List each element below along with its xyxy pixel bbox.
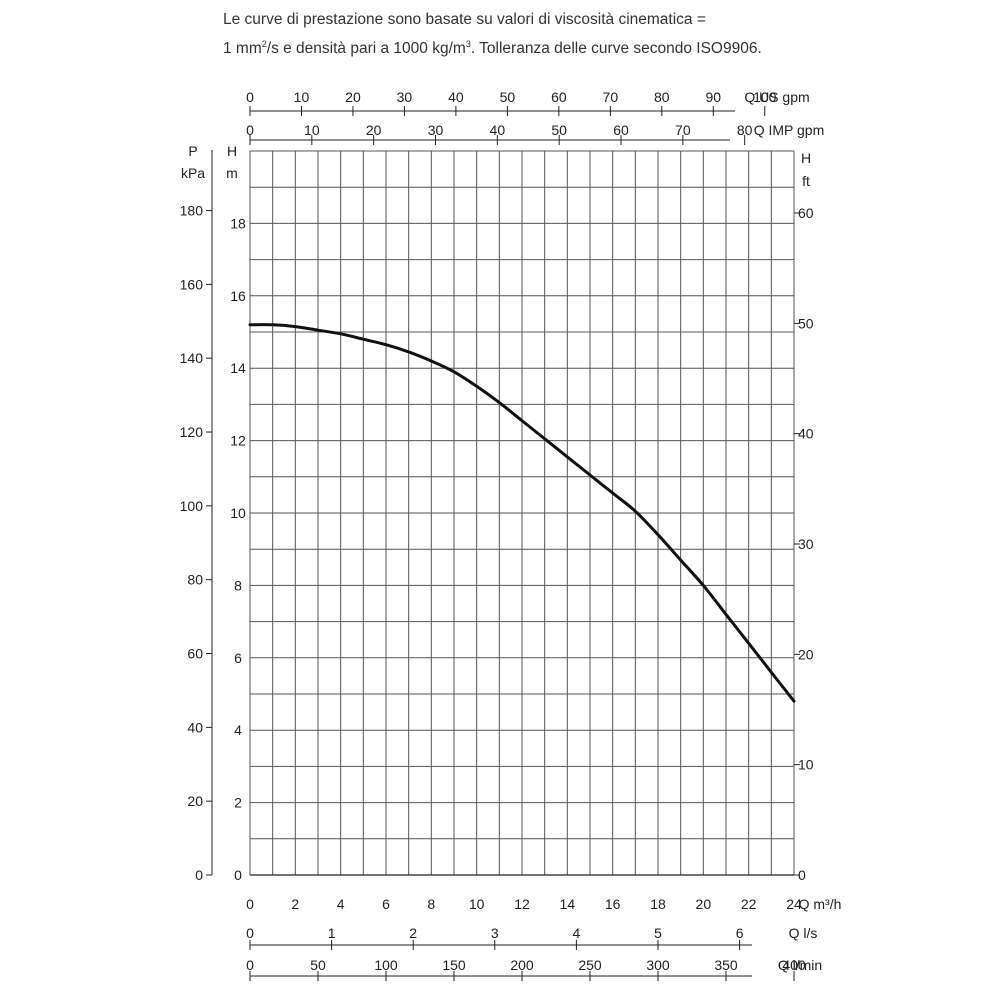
x-tick-label-usgpm: 10 bbox=[294, 89, 310, 105]
y-axis-unit-kpa: kPa bbox=[181, 165, 205, 181]
x-tick-label-usgpm: 40 bbox=[448, 89, 464, 105]
y-tick-label-m: 18 bbox=[230, 215, 246, 231]
y-tick-label-kpa: 40 bbox=[187, 719, 203, 735]
x-tick-label-m3h: 14 bbox=[560, 896, 576, 912]
y-tick-label-kpa: 100 bbox=[180, 498, 204, 514]
x-tick-label-lmin: 400 bbox=[782, 957, 806, 973]
x-tick-label-ls: 4 bbox=[573, 925, 581, 941]
chart-axes bbox=[206, 106, 800, 981]
x-tick-label-usgpm: 30 bbox=[397, 89, 413, 105]
y-tick-label-ft: 50 bbox=[798, 315, 814, 331]
x-tick-label-lmin: 200 bbox=[510, 957, 534, 973]
x-tick-label-m3h: 16 bbox=[605, 896, 621, 912]
y-tick-label-m: 8 bbox=[234, 577, 242, 593]
y-tick-label-kpa: 20 bbox=[187, 793, 203, 809]
x-tick-label-m3h: 0 bbox=[246, 896, 254, 912]
x-tick-label-m3h: 20 bbox=[696, 896, 712, 912]
y-tick-label-m: 4 bbox=[234, 722, 242, 738]
x-axis-title-lmin: Q l/min bbox=[778, 957, 822, 973]
x-axis-title-ls: Q l/s bbox=[789, 925, 818, 941]
y-axis-title-h-left: H bbox=[227, 143, 237, 159]
x-tick-label-usgpm: 70 bbox=[603, 89, 619, 105]
x-tick-label-usgpm: 0 bbox=[246, 89, 254, 105]
x-tick-label-m3h: 10 bbox=[469, 896, 485, 912]
y-tick-label-m: 12 bbox=[230, 433, 246, 449]
y-tick-label-kpa: 180 bbox=[180, 203, 204, 219]
y-tick-label-m: 10 bbox=[230, 505, 246, 521]
x-tick-label-m3h: 22 bbox=[741, 896, 757, 912]
y-tick-label-kpa: 0 bbox=[195, 867, 203, 883]
note-line-2: 1 mm2/s e densità pari a 1000 kg/m3. Tol… bbox=[223, 39, 762, 58]
y-tick-label-kpa: 80 bbox=[187, 572, 203, 588]
y-axis-unit-ft: ft bbox=[802, 173, 810, 189]
x-tick-label-usgpm: 50 bbox=[500, 89, 516, 105]
x-tick-label-m3h: 18 bbox=[650, 896, 666, 912]
x-tick-label-usgpm: 20 bbox=[345, 89, 361, 105]
x-tick-label-impgpm: 20 bbox=[366, 122, 382, 138]
performance-curve bbox=[248, 323, 796, 703]
head-flow-curve bbox=[248, 323, 796, 703]
x-tick-label-ls: 3 bbox=[491, 925, 499, 941]
y-tick-label-kpa: 160 bbox=[180, 276, 204, 292]
x-tick-label-impgpm: 80 bbox=[737, 122, 753, 138]
y-tick-label-kpa: 120 bbox=[180, 424, 204, 440]
y-tick-label-kpa: 60 bbox=[187, 646, 203, 662]
y-tick-label-m: 6 bbox=[234, 650, 242, 666]
x-tick-label-impgpm: 40 bbox=[490, 122, 506, 138]
x-tick-label-ls: 5 bbox=[654, 925, 662, 941]
y-tick-label-ft: 40 bbox=[798, 426, 814, 442]
x-tick-label-impgpm: 30 bbox=[428, 122, 444, 138]
x-tick-label-lmin: 300 bbox=[646, 957, 670, 973]
y-tick-label-ft: 20 bbox=[798, 646, 814, 662]
x-tick-label-ls: 1 bbox=[328, 925, 336, 941]
y-tick-label-m: 2 bbox=[234, 795, 242, 811]
x-axis-title-m3h: Q m³/h bbox=[799, 896, 842, 912]
performance-note: Le curve di prestazione sono basate su v… bbox=[223, 8, 923, 61]
x-tick-label-lmin: 250 bbox=[578, 957, 602, 973]
y-tick-label-ft: 60 bbox=[798, 205, 814, 221]
x-tick-label-usgpm: 90 bbox=[705, 89, 721, 105]
x-tick-label-lmin: 150 bbox=[442, 957, 466, 973]
x-axis-title-impgpm: Q IMP gpm bbox=[754, 122, 825, 138]
y-tick-label-m: 14 bbox=[230, 360, 246, 376]
x-axis-title-usgpm: Q US gpm bbox=[744, 89, 809, 105]
y-tick-label-ft: 30 bbox=[798, 536, 814, 552]
x-tick-label-ls: 6 bbox=[736, 925, 744, 941]
x-tick-label-usgpm: 100 bbox=[753, 89, 777, 105]
y-tick-label-kpa: 140 bbox=[180, 350, 204, 366]
y-axis-unit-m: m bbox=[226, 165, 238, 181]
y-axis-title-p: P bbox=[188, 143, 197, 159]
x-tick-label-usgpm: 80 bbox=[654, 89, 670, 105]
x-tick-label-m3h: 12 bbox=[514, 896, 530, 912]
x-tick-label-usgpm: 60 bbox=[551, 89, 567, 105]
y-tick-label-m: 0 bbox=[234, 867, 242, 883]
x-tick-label-impgpm: 50 bbox=[551, 122, 567, 138]
x-tick-label-m3h: 2 bbox=[291, 896, 299, 912]
x-tick-label-lmin: 350 bbox=[714, 957, 738, 973]
x-tick-label-lmin: 100 bbox=[374, 957, 398, 973]
x-tick-label-lmin: 0 bbox=[246, 957, 254, 973]
note-line-1: Le curve di prestazione sono basate su v… bbox=[223, 11, 706, 28]
x-tick-label-ls: 0 bbox=[246, 925, 254, 941]
x-tick-label-impgpm: 60 bbox=[613, 122, 629, 138]
x-tick-label-impgpm: 0 bbox=[246, 122, 254, 138]
chart-labels: 0 2 4 6 8 10 12 14 16 18 20 22 24Q m³/h0 1 2 3 4 5 6 Q l/s0… bbox=[180, 89, 842, 973]
x-tick-label-m3h: 8 bbox=[427, 896, 435, 912]
x-tick-label-impgpm: 70 bbox=[675, 122, 691, 138]
x-tick-label-lmin: 50 bbox=[310, 957, 326, 973]
x-tick-label-impgpm: 10 bbox=[304, 122, 320, 138]
x-tick-label-ls: 2 bbox=[409, 925, 417, 941]
chart-grid bbox=[249, 150, 795, 876]
x-tick-label-m3h: 4 bbox=[337, 896, 345, 912]
y-tick-label-m: 16 bbox=[230, 288, 246, 304]
y-axis-title-h-right: H bbox=[801, 150, 811, 166]
y-tick-label-ft: 10 bbox=[798, 757, 814, 773]
x-tick-label-m3h: 24 bbox=[786, 896, 802, 912]
x-tick-label-m3h: 6 bbox=[382, 896, 390, 912]
y-tick-label-ft: 0 bbox=[798, 867, 806, 883]
